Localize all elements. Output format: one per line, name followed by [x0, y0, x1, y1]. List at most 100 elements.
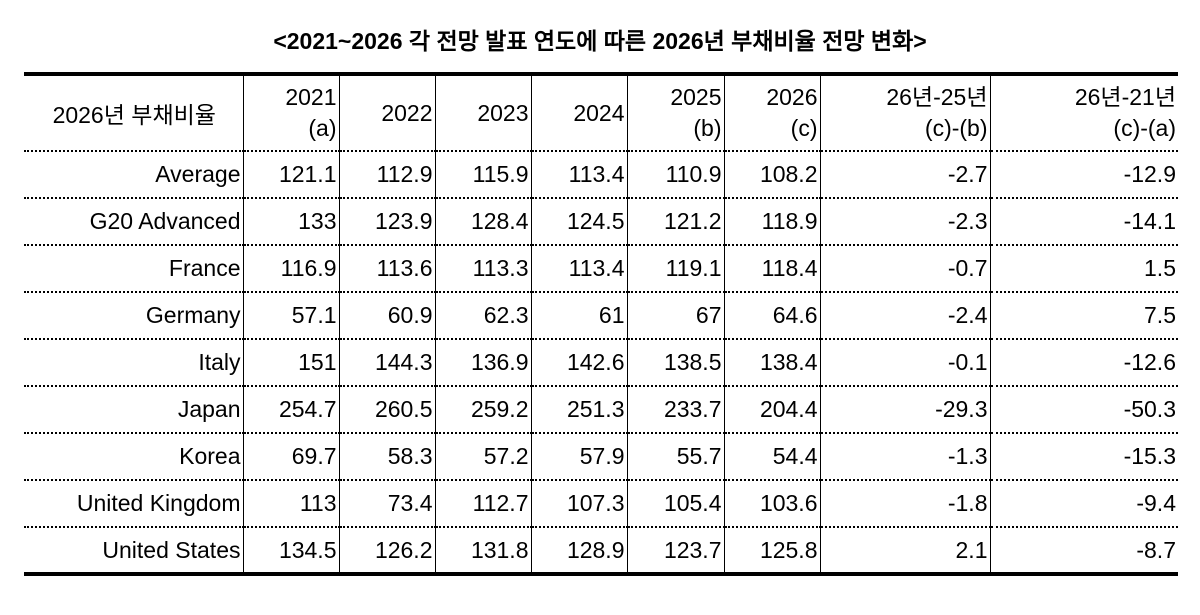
table-row: Korea 69.7 58.3 57.2 57.9 55.7 54.4 -1.3 -15.3 — [24, 433, 1178, 481]
column-header-top: 26년-21년 — [1074, 84, 1176, 110]
table-cell: 151 — [243, 339, 340, 387]
table-row: France 116.9 113.6 113.3 113.4 119.1 118.4 -0.7… — [24, 245, 1178, 293]
table-cell: 61 — [531, 292, 628, 340]
table-row: Japan 254.7 260.5 259.2 251.3 233.7 204.4 -29.3… — [24, 386, 1178, 434]
table-cell: 113.4 — [531, 151, 628, 199]
table-cell: -1.3 — [820, 433, 991, 481]
column-header-bottom: (b) — [693, 115, 722, 141]
table-cell: 144.3 — [339, 339, 436, 387]
table-cell: 113 — [243, 480, 340, 528]
table-cell: 112.9 — [339, 151, 436, 199]
row-label: United Kingdom — [24, 480, 244, 528]
table-cell: 128.9 — [531, 527, 628, 576]
column-header: 2021 (a) — [243, 72, 340, 152]
table-cell: -12.6 — [990, 339, 1178, 387]
table-cell: 125.8 — [724, 527, 821, 576]
row-label: United States — [24, 527, 244, 576]
column-header-top: 2025 — [670, 84, 722, 110]
table-cell: 55.7 — [627, 433, 725, 481]
header-row: 2026년 부채비율 2021 (a) 2022 2023 2024 2025 … — [24, 72, 1178, 152]
column-header: 2026 (c) — [724, 72, 821, 152]
table-cell: 57.2 — [435, 433, 532, 481]
table-cell: 118.4 — [724, 245, 821, 293]
table-cell: 113.4 — [531, 245, 628, 293]
column-header-top: 26년-25년 — [886, 84, 988, 110]
table-cell: 134.5 — [243, 527, 340, 576]
table-cell: -2.3 — [820, 198, 991, 246]
table-cell: 116.9 — [243, 245, 340, 293]
table-cell: -8.7 — [990, 527, 1178, 576]
table-cell: 58.3 — [339, 433, 436, 481]
table-cell: 60.9 — [339, 292, 436, 340]
table-cell: 123.7 — [627, 527, 725, 576]
table-cell: 2.1 — [820, 527, 991, 576]
row-label: Korea — [24, 433, 244, 481]
column-header-top: 2026 — [766, 84, 818, 110]
column-header-top: 2021 — [285, 84, 337, 110]
table-cell: -15.3 — [990, 433, 1178, 481]
column-header-bottom: (c)-(b) — [924, 115, 988, 141]
table-cell: 204.4 — [724, 386, 821, 434]
debt-ratio-table: 2026년 부채비율 2021 (a) 2022 2023 2024 2025 … — [24, 72, 1178, 576]
table-row: United Kingdom 113 73.4 112.7 107.3 105.4 103.… — [24, 480, 1178, 528]
table-cell: 7.5 — [990, 292, 1178, 340]
table-cell: 260.5 — [339, 386, 436, 434]
row-label: Germany — [24, 292, 244, 340]
table-title: <2021~2026 각 전망 발표 연도에 따른 2026년 부채비율 전망 … — [273, 28, 927, 54]
table-cell: -14.1 — [990, 198, 1178, 246]
column-header-top: 2024 — [573, 99, 625, 126]
column-header: 2023 — [435, 72, 532, 152]
table-cell: 54.4 — [724, 433, 821, 481]
table-cell: -2.4 — [820, 292, 991, 340]
table-body: Average 121.1 112.9 115.9 113.4 110.9 108.2 -2.… — [24, 151, 1178, 576]
row-label: Italy — [24, 339, 244, 387]
row-label: Japan — [24, 386, 244, 434]
table-cell: 105.4 — [627, 480, 725, 528]
table-cell: 123.9 — [339, 198, 436, 246]
table-cell: 133 — [243, 198, 340, 246]
column-header: 26년-21년 (c)-(a) — [990, 72, 1178, 152]
table-row: Average 121.1 112.9 115.9 113.4 110.9 108.2 -2.… — [24, 151, 1178, 199]
column-header: 2022 — [339, 72, 436, 152]
table-cell: 124.5 — [531, 198, 628, 246]
table-row: United States 134.5 126.2 131.8 128.9 123.7 12… — [24, 527, 1178, 576]
row-label: France — [24, 245, 244, 293]
table-cell: 113.6 — [339, 245, 436, 293]
table-cell: -12.9 — [990, 151, 1178, 199]
column-header-top: 2022 — [381, 99, 433, 126]
table-cell: 119.1 — [627, 245, 725, 293]
column-header-top: 2023 — [477, 99, 529, 126]
column-header-bottom: (a) — [308, 115, 337, 141]
column-header-bottom: (c) — [790, 115, 818, 141]
table-cell: 62.3 — [435, 292, 532, 340]
table-cell: -1.8 — [820, 480, 991, 528]
table-cell: 142.6 — [531, 339, 628, 387]
table-cell: 57.1 — [243, 292, 340, 340]
table-row: G20 Advanced 133 123.9 128.4 124.5 121.2 118.9… — [24, 198, 1178, 246]
table-cell: -9.4 — [990, 480, 1178, 528]
table-cell: -29.3 — [820, 386, 991, 434]
table-row: Italy 151 144.3 136.9 142.6 138.5 138.4 -0.1 -12… — [24, 339, 1178, 387]
table-cell: 69.7 — [243, 433, 340, 481]
corner-header: 2026년 부채비율 — [24, 72, 244, 152]
column-header: 2025 (b) — [627, 72, 725, 152]
table-cell: -50.3 — [990, 386, 1178, 434]
column-header: 26년-25년 (c)-(b) — [820, 72, 991, 152]
table-cell: 126.2 — [339, 527, 436, 576]
table-cell: 110.9 — [627, 151, 725, 199]
table-cell: 254.7 — [243, 386, 340, 434]
table-cell: 259.2 — [435, 386, 532, 434]
table-cell: 131.8 — [435, 527, 532, 576]
table-cell: -2.7 — [820, 151, 991, 199]
table-cell: 64.6 — [724, 292, 821, 340]
table-cell: 103.6 — [724, 480, 821, 528]
table-cell: 138.4 — [724, 339, 821, 387]
table-row: Germany 57.1 60.9 62.3 61 67 64.6 -2.4 7.5 — [24, 292, 1178, 340]
table-cell: 128.4 — [435, 198, 532, 246]
table-cell: 1.5 — [990, 245, 1178, 293]
table-cell: 118.9 — [724, 198, 821, 246]
table-cell: 73.4 — [339, 480, 436, 528]
table-cell: 113.3 — [435, 245, 532, 293]
column-header-bottom: (c)-(a) — [1113, 115, 1176, 141]
column-header: 2024 — [531, 72, 628, 152]
